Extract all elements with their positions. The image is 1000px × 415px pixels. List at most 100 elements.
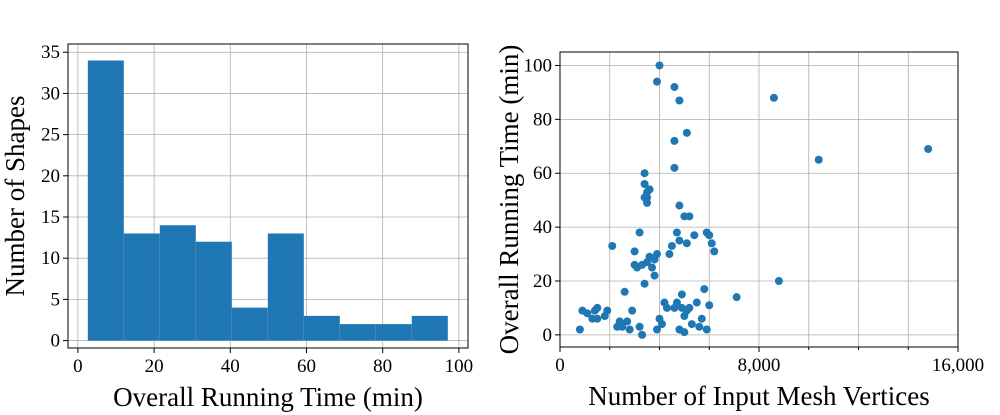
point	[695, 322, 704, 331]
x-tick-label: 40	[221, 356, 240, 377]
point	[655, 61, 664, 70]
y-axis-label: Number of Shapes	[0, 96, 30, 297]
point	[710, 247, 719, 256]
y-tick-label: 100	[524, 55, 553, 76]
point	[672, 228, 681, 237]
x-tick-label: 20	[145, 356, 164, 377]
point	[924, 144, 933, 153]
point	[593, 303, 602, 312]
bar	[375, 324, 412, 341]
y-axis-label: Overall Running Time (min)	[494, 45, 524, 355]
point	[690, 231, 699, 240]
point	[635, 228, 644, 237]
point	[675, 96, 684, 105]
point	[640, 180, 649, 189]
bar	[195, 241, 232, 341]
y-tick-label: 20	[41, 166, 60, 187]
bar	[123, 233, 160, 341]
bar	[87, 60, 124, 341]
point	[665, 250, 674, 259]
point	[682, 239, 691, 248]
bar	[411, 315, 448, 341]
axes-frame	[67, 43, 469, 349]
point	[628, 306, 637, 315]
point	[670, 136, 679, 145]
y-tick-label: 30	[41, 83, 60, 104]
point	[653, 325, 662, 334]
point	[643, 198, 652, 207]
point	[687, 320, 696, 329]
y-tick-label: 35	[41, 42, 60, 63]
y-tick-label: 15	[41, 207, 60, 228]
point	[593, 314, 602, 323]
point	[640, 169, 649, 178]
y-tick-label: 0	[543, 325, 553, 346]
point	[630, 247, 639, 256]
point	[769, 93, 778, 102]
y-tick-label: 25	[41, 125, 60, 146]
point	[677, 290, 686, 299]
bar	[159, 225, 196, 341]
x-tick-label: 60	[297, 356, 316, 377]
point	[685, 303, 694, 312]
point	[667, 241, 676, 250]
point	[685, 212, 694, 221]
point	[603, 306, 612, 315]
y-tick-label: 80	[533, 109, 552, 130]
point	[608, 241, 617, 250]
point	[653, 77, 662, 86]
point	[635, 322, 644, 331]
y-tick-label: 60	[533, 163, 552, 184]
point	[662, 303, 671, 312]
x-axis-label: Overall Running Time (min)	[113, 382, 423, 412]
point	[774, 276, 783, 285]
point	[620, 287, 629, 296]
point	[583, 309, 592, 318]
bar	[339, 324, 376, 341]
point	[618, 322, 627, 331]
point	[814, 155, 823, 164]
point	[680, 328, 689, 337]
point	[657, 320, 666, 329]
point	[700, 285, 709, 294]
point	[675, 201, 684, 210]
point	[697, 314, 706, 323]
point	[575, 325, 584, 334]
bar	[231, 307, 268, 341]
point	[705, 301, 714, 310]
y-tick-label: 0	[51, 331, 61, 352]
point	[707, 239, 716, 248]
x-tick-label: 0	[73, 356, 83, 377]
y-tick-label: 10	[41, 248, 60, 269]
point	[623, 317, 632, 326]
point	[638, 330, 647, 339]
point	[675, 236, 684, 245]
point	[692, 298, 701, 307]
x-tick-label: 8,000	[738, 355, 781, 376]
bar	[267, 233, 304, 341]
x-axis-label: Number of Input Mesh Vertices	[588, 381, 929, 411]
point	[672, 298, 681, 307]
axes-frame	[559, 51, 959, 348]
point	[653, 250, 662, 259]
point	[670, 83, 679, 92]
point	[625, 325, 634, 334]
x-tick-label: 16,000	[932, 355, 984, 376]
x-tick-label: 80	[373, 356, 392, 377]
point	[670, 163, 679, 172]
x-tick-label: 100	[445, 356, 474, 377]
point	[645, 185, 654, 194]
point	[640, 279, 649, 288]
point	[702, 325, 711, 334]
point	[650, 271, 659, 280]
point	[682, 128, 691, 137]
point	[732, 293, 741, 302]
y-tick-label: 40	[533, 217, 552, 238]
y-tick-label: 20	[533, 271, 552, 292]
bar	[303, 315, 340, 341]
x-tick-label: 0	[555, 355, 565, 376]
y-tick-label: 5	[51, 289, 61, 310]
point	[705, 231, 714, 240]
point	[648, 263, 657, 272]
